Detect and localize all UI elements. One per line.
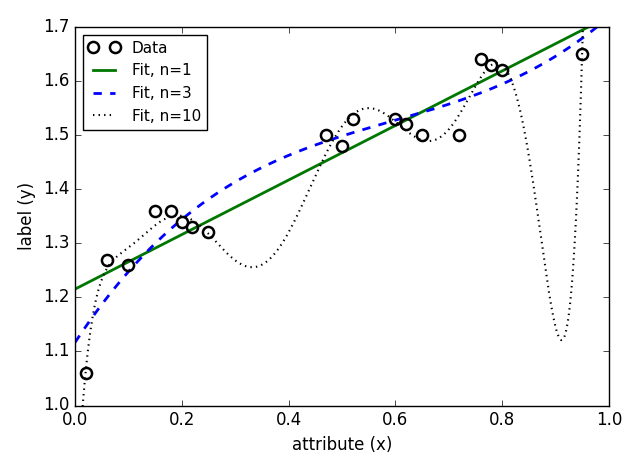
Fit, n=3 [125,268,133,273]
Data [178,219,186,225]
Fit, n=1 [438,99,445,105]
Data [349,116,356,122]
Data [322,132,330,138]
Fit, n=3 [438,104,445,110]
Fit, n=1 [287,176,294,182]
Fit, n=3 [488,86,495,92]
Fit, n=3 [71,340,79,346]
Data [477,57,484,62]
Data [498,67,506,73]
Data [82,370,90,376]
Fit, n=1 [488,74,495,79]
Data [205,230,212,236]
Line: Fit, n=3: Fit, n=3 [75,17,609,343]
Data [456,132,463,138]
Line: Fit, n=1: Fit, n=1 [75,17,609,289]
Data [402,121,410,127]
Data [579,51,586,57]
Legend: Data, Fit, n=1, Fit, n=3, Fit, n=10: Data, Fit, n=1, Fit, n=3, Fit, n=10 [83,34,207,130]
Line: Data: Data [80,49,588,379]
Fit, n=10 [125,244,133,250]
Fit, n=1 [71,287,79,292]
Data [392,116,399,122]
X-axis label: attribute (x): attribute (x) [292,436,392,454]
Fit, n=10 [438,134,445,139]
Data [418,132,426,138]
Data [103,257,111,262]
Fit, n=3 [605,14,612,20]
Fit, n=1 [497,69,505,75]
Data [125,262,132,268]
Data [338,143,346,149]
Fit, n=10 [307,185,314,190]
Fit, n=10 [497,61,505,67]
Line: Fit, n=10: Fit, n=10 [75,0,609,472]
Fit, n=1 [307,166,314,172]
Data [151,208,159,214]
Fit, n=1 [125,259,133,264]
Fit, n=3 [307,144,314,150]
Fit, n=10 [287,225,294,231]
Fit, n=3 [287,152,294,157]
Fit, n=3 [497,82,505,87]
Data [488,62,495,67]
Fit, n=10 [488,62,495,68]
Data [189,224,196,230]
Data [167,208,175,214]
Y-axis label: label (y): label (y) [18,182,36,250]
Fit, n=1 [605,14,612,19]
